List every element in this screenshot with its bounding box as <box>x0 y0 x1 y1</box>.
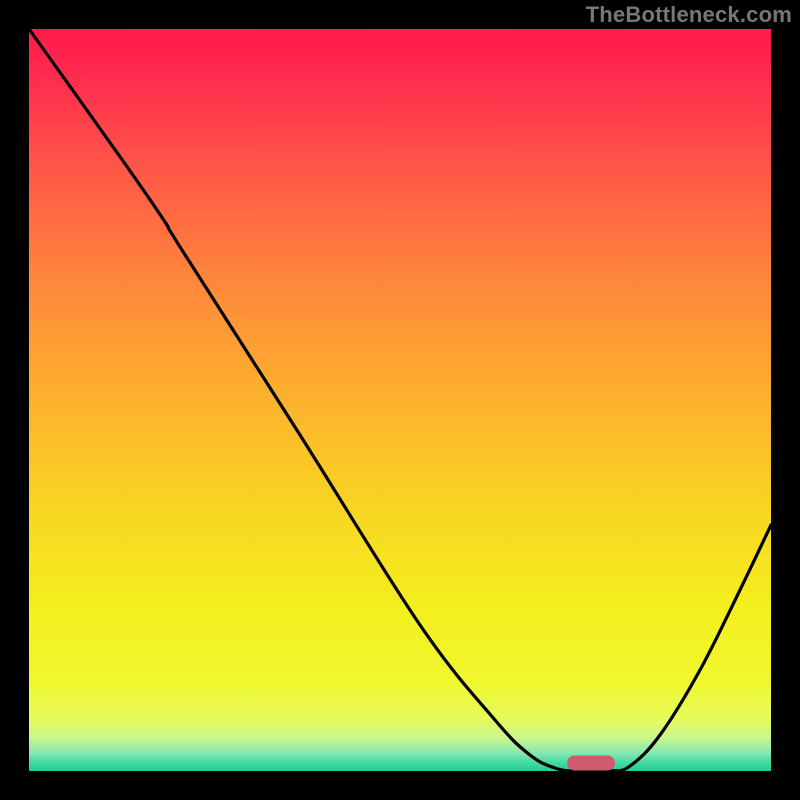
optimum-marker <box>567 756 615 771</box>
chart-container: TheBottleneck.com <box>0 0 800 800</box>
plot-background <box>29 29 771 771</box>
chart-svg <box>0 0 800 800</box>
watermark-text: TheBottleneck.com <box>586 2 792 28</box>
